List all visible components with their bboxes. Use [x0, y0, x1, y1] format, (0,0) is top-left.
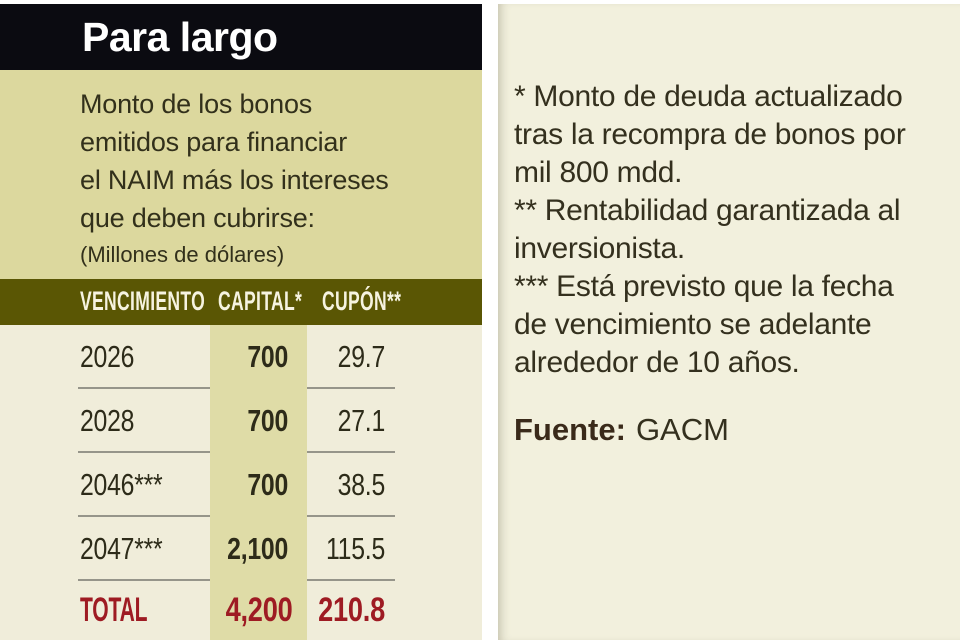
total-cupon: 210.8: [318, 591, 385, 629]
footnotes-panel: * Monto de deuda actualizado tras la rec…: [498, 4, 960, 640]
cell-cupon: 38.5: [337, 467, 386, 502]
footnote: ** Rentabilidad garantizada al inversion…: [514, 192, 942, 268]
footnote-line: de vencimiento se adelante: [514, 308, 872, 341]
total-label: TOTAL: [80, 591, 148, 629]
table-body: 2026 700 29.7 2028 700 27.1 2046*** 700 …: [0, 325, 482, 640]
cell-capital: 700: [247, 403, 288, 438]
table-header-row: VENCIMIENTO CAPITAL* CUPÓN**: [0, 279, 482, 325]
subtitle-line: que deben cubrirse:: [80, 203, 315, 233]
capital-column-highlight: [210, 325, 307, 640]
footnote: *** Está previsto que la fecha de vencim…: [514, 268, 942, 382]
col-header-cupon: CUPÓN**: [322, 285, 402, 316]
footnote-line: * Monto de deuda actualizado: [514, 80, 903, 113]
cell-vencimiento: 2047***: [80, 531, 163, 566]
footnote-line: inversionista.: [514, 232, 685, 265]
col-header-vencimiento: VENCIMIENTO: [80, 285, 206, 316]
table-row: 2047*** 2,100 115.5: [0, 517, 482, 581]
cell-capital: 700: [247, 467, 288, 502]
title-bar: Para largo: [0, 4, 482, 70]
footnote-line: alrededor de 10 años.: [514, 346, 800, 379]
subtitle-line: emitidos para financiar: [80, 127, 348, 157]
footnote-line: ** Rentabilidad garantizada al: [514, 194, 901, 227]
units-label: (Millones de dólares): [80, 242, 285, 267]
cell-capital: 700: [247, 339, 288, 374]
table-row: 2028 700 27.1: [0, 389, 482, 453]
subtitle-line: el NAIM más los intereses: [80, 165, 389, 195]
source-line: Fuente: GACM: [514, 412, 942, 448]
source-label: Fuente:: [514, 412, 626, 447]
cell-cupon: 29.7: [337, 339, 386, 374]
cell-cupon: 27.1: [337, 403, 386, 438]
chart-subtitle-block: Monto de los bonos emitidos para financi…: [0, 70, 482, 279]
cell-vencimiento: 2046***: [80, 467, 163, 502]
left-panel: Para largo Monto de los bonos emitidos p…: [0, 4, 482, 640]
total-row: TOTAL 4,200 210.8: [0, 581, 482, 640]
cell-vencimiento: 2026: [80, 339, 135, 374]
footnote-line: *** Está previsto que la fecha: [514, 270, 894, 303]
cell-cupon: 115.5: [325, 531, 385, 566]
source-value: GACM: [635, 412, 729, 447]
total-capital: 4,200: [225, 591, 293, 629]
footnote: * Monto de deuda actualizado tras la rec…: [514, 78, 942, 192]
table-row: 2026 700 29.7: [0, 325, 482, 389]
footnote-line: mil 800 mdd.: [514, 156, 683, 189]
cell-capital: 2,100: [227, 531, 288, 566]
footnote-line: tras la recompra de bonos por: [514, 118, 906, 151]
table-row: 2046*** 700 38.5: [0, 453, 482, 517]
cell-vencimiento: 2028: [80, 403, 135, 438]
col-header-capital: CAPITAL*: [218, 285, 303, 316]
subtitle-line: Monto de los bonos: [80, 89, 313, 119]
chart-title: Para largo: [82, 13, 278, 60]
